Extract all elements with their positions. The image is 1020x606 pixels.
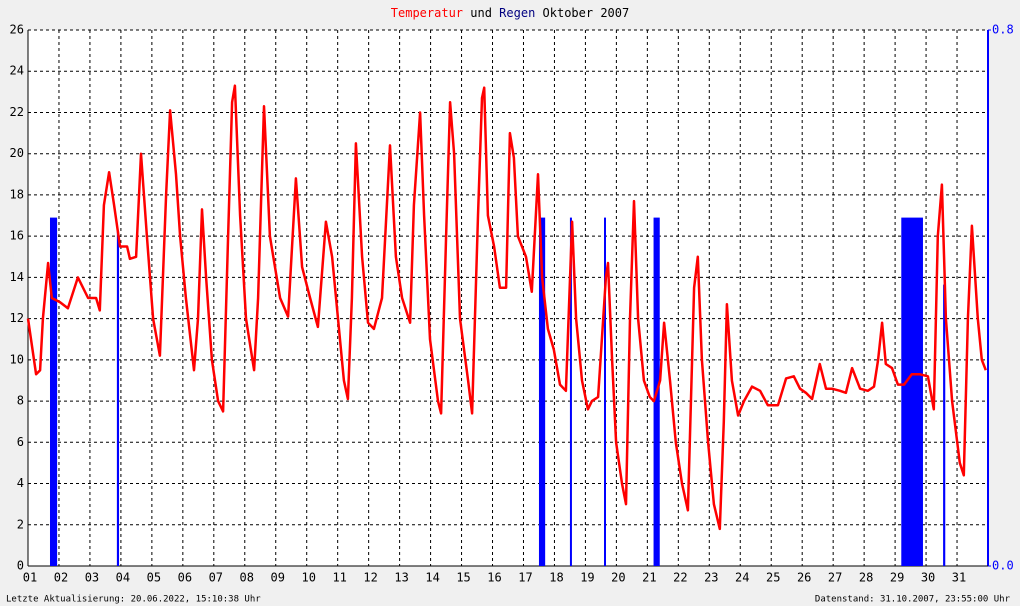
x-tick-label: 25 — [766, 571, 780, 585]
x-tick-label: 04 — [116, 571, 130, 585]
footer-left: Letzte Aktualisierung: 20.06.2022, 15:10… — [6, 595, 261, 605]
x-tick-label: 05 — [147, 571, 161, 585]
x-tick-label: 14 — [425, 571, 439, 585]
y-tick-label: 6 — [17, 435, 24, 449]
title-period: Oktober 2007 — [543, 6, 630, 20]
x-tick-label: 18 — [549, 571, 563, 585]
x-tick-label: 15 — [456, 571, 470, 585]
rain-bar — [901, 217, 923, 566]
y-tick-label: 4 — [17, 476, 24, 490]
y-tick-label: 10 — [10, 352, 24, 366]
x-tick-label: 08 — [240, 571, 254, 585]
x-tick-label: 28 — [859, 571, 873, 585]
y-tick-label: 26 — [10, 23, 24, 37]
title-rain: Regen — [499, 6, 535, 20]
temperature-line — [26, 84, 987, 531]
x-tick-label: 23 — [704, 571, 718, 585]
rain-bar — [116, 231, 120, 566]
x-tick-label: 03 — [85, 571, 99, 585]
y2-tick-label: 0.8 — [992, 23, 1014, 37]
title-join: und — [470, 6, 492, 20]
y-tick-label: 22 — [10, 105, 24, 119]
x-tick-label: 29 — [890, 571, 904, 585]
y-tick-label: 12 — [10, 311, 24, 325]
rain-bar — [49, 217, 58, 566]
x-tick-label: 10 — [301, 571, 315, 585]
plot-area — [28, 30, 988, 566]
x-tick-label: 19 — [580, 571, 594, 585]
y-tick-label: 8 — [17, 394, 24, 408]
x-tick-label: 26 — [797, 571, 811, 585]
chart-title: Temperatur und Regen Oktober 2007 — [391, 6, 629, 20]
y2-tick-label: 0.0 — [992, 559, 1014, 573]
x-tick-label: 09 — [271, 571, 285, 585]
x-tick-label: 24 — [735, 571, 749, 585]
x-tick-label: 16 — [487, 571, 501, 585]
rain-bar — [604, 217, 606, 566]
x-tick-label: 01 — [23, 571, 37, 585]
x-tick-label: 02 — [54, 571, 68, 585]
y-tick-label: 20 — [10, 146, 24, 160]
rain-bar — [943, 284, 946, 566]
x-tick-label: 13 — [394, 571, 408, 585]
x-tick-label: 22 — [673, 571, 687, 585]
y-tick-label: 0 — [17, 559, 24, 573]
x-tick-label: 31 — [952, 571, 966, 585]
x-tick-label: 07 — [209, 571, 223, 585]
y-tick-label: 14 — [10, 270, 24, 284]
x-tick-label: 27 — [828, 571, 842, 585]
rain-bar — [569, 217, 572, 566]
y-tick-label: 16 — [10, 229, 24, 243]
x-tick-label: 11 — [332, 571, 346, 585]
x-tick-label: 21 — [642, 571, 656, 585]
y-tick-label: 2 — [17, 517, 24, 531]
rain-bar — [538, 217, 546, 566]
x-tick-label: 20 — [611, 571, 625, 585]
y-tick-label: 24 — [10, 64, 24, 78]
x-tick-label: 30 — [921, 571, 935, 585]
x-tick-label: 17 — [518, 571, 532, 585]
title-temperature: Temperatur — [391, 6, 463, 20]
x-tick-label: 12 — [363, 571, 377, 585]
footer-right: Datenstand: 31.10.2007, 23:55:00 Uhr — [815, 595, 1011, 605]
y-tick-label: 18 — [10, 187, 24, 201]
x-tick-label: 06 — [178, 571, 192, 585]
